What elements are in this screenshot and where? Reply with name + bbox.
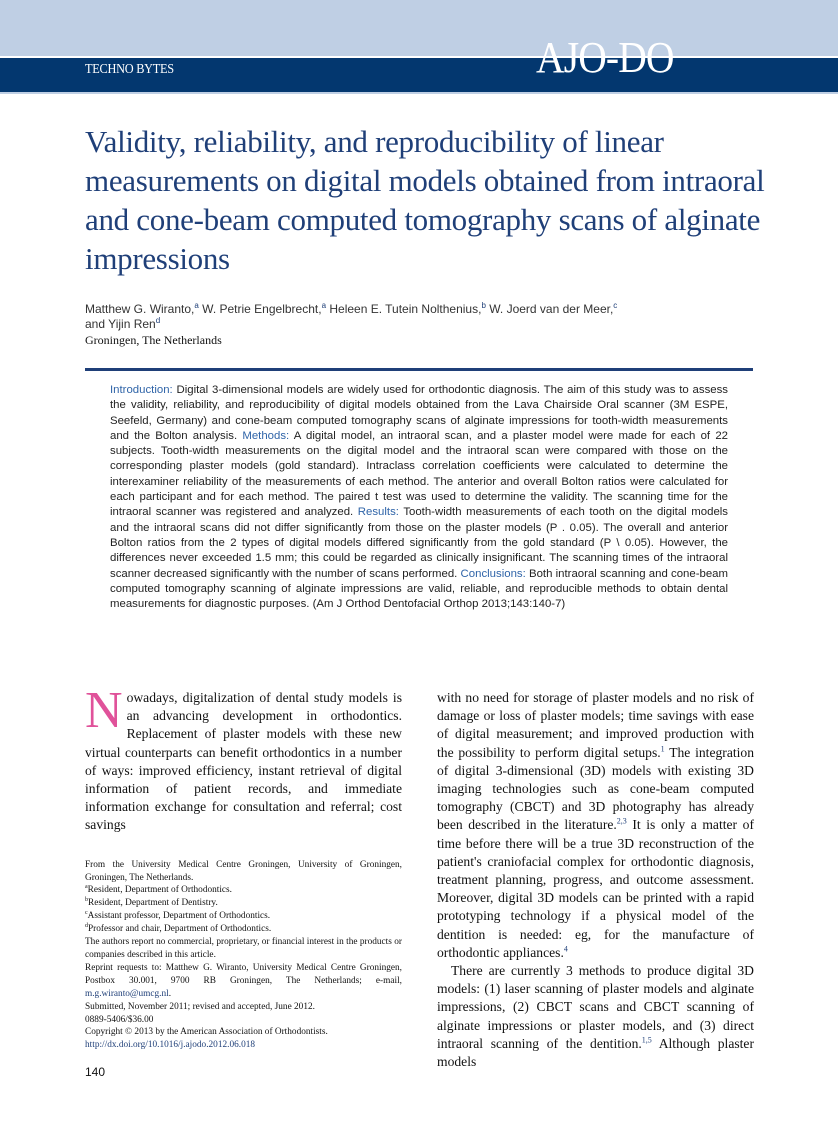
author-name: Heleen E. Tutein Nolthenius, xyxy=(326,302,482,316)
footnote-text: Submitted, November 2011; revised and ac… xyxy=(85,1001,315,1012)
footnote-text: Resident, Department of Orthodontics. xyxy=(87,885,233,896)
header-band xyxy=(0,58,838,94)
footnote: aResident, Department of Orthodontics. xyxy=(85,884,402,897)
footnote: From the University Medical Centre Groni… xyxy=(85,859,402,885)
footnote-text: The authors report no commercial, propri… xyxy=(85,937,402,960)
footnote-text: From the University Medical Centre Groni… xyxy=(85,859,402,883)
paragraph: with no need for storage of plaster mode… xyxy=(437,689,754,962)
footnote: The authors report no commercial, propri… xyxy=(85,936,402,962)
footnote-link[interactable]: http://dx.doi.org/10.1016/j.ajodo.2012.0… xyxy=(85,1040,256,1051)
page-number: 140 xyxy=(85,1065,106,1080)
footnote-text: Reprint requests to: Matthew G. Wiranto,… xyxy=(85,962,402,986)
footnote-text: . xyxy=(168,988,172,999)
footnote: cAssistant professor, Department of Orth… xyxy=(85,910,402,923)
footnote-text: Professor and chair, Department of Ortho… xyxy=(88,924,272,935)
author-name: Matthew G. Wiranto, xyxy=(85,302,195,316)
footnote-mark: a xyxy=(85,884,88,891)
footnote: Reprint requests to: Matthew G. Wiranto,… xyxy=(85,962,402,1001)
body-text: owadays, digitalization of dental study … xyxy=(85,690,402,833)
footnote: dProfessor and chair, Department of Orth… xyxy=(85,923,402,936)
abstract-heading: Introduction: xyxy=(110,384,177,396)
footnote: Submitted, November 2011; revised and ac… xyxy=(85,1001,402,1014)
body-text: It is only a matter of time before there… xyxy=(437,817,754,960)
footnotes: From the University Medical Centre Groni… xyxy=(85,859,402,1053)
drop-cap: N xyxy=(85,682,123,739)
author-name: W. Joerd van der Meer, xyxy=(485,302,614,316)
author-affiliation-mark: a xyxy=(194,301,199,310)
body-column-right: with no need for storage of plaster mode… xyxy=(437,689,754,1071)
author-affiliation-mark: b xyxy=(481,301,486,310)
citation-superscript: 2,3 xyxy=(616,816,627,826)
author-affiliation-mark: a xyxy=(321,301,327,310)
footnote: bResident, Department of Dentistry. xyxy=(85,897,402,910)
author-affiliation-mark: c xyxy=(613,301,618,310)
body-text: with no need for storage of plaster mode… xyxy=(437,690,754,760)
abstract-heading: Methods: xyxy=(242,429,294,442)
abstract-heading: Conclusions: xyxy=(460,567,529,580)
footnote-text: 0889-5406/$36.00 xyxy=(85,1014,154,1025)
footnote-text: Resident, Department of Dentistry. xyxy=(88,898,218,909)
author-location: Groningen, The Netherlands xyxy=(85,333,222,347)
section-label: TECHNO BYTES xyxy=(85,62,174,77)
author-name: W. Petrie Engelbrecht, xyxy=(198,302,322,316)
divider xyxy=(85,368,753,371)
footnote: http://dx.doi.org/10.1016/j.ajodo.2012.0… xyxy=(85,1039,402,1052)
author-list: Matthew G. Wiranto,a W. Petrie Engelbrec… xyxy=(85,302,753,332)
abstract-text: Both intraoral scanning and cone-beam co… xyxy=(110,567,728,611)
body-text: The integration of digital 3-dimensional… xyxy=(437,744,754,833)
header-top-band xyxy=(0,0,838,56)
abstract: Introduction: Digital 3-dimensional mode… xyxy=(110,383,728,612)
citation-superscript: 1,5 xyxy=(641,1035,652,1045)
footnote: 0889-5406/$36.00 xyxy=(85,1014,402,1027)
author-name: and Yijin Ren xyxy=(85,317,156,331)
journal-logo: AJO-DO xyxy=(536,33,675,82)
body-text: There are currently 3 methods to produce… xyxy=(437,963,754,1051)
article-title: Validity, reliability, and reproducibili… xyxy=(85,124,765,276)
paragraph: There are currently 3 methods to produce… xyxy=(437,962,754,1071)
footnote-mark: b xyxy=(85,897,88,904)
footnote: Copyright © 2013 by the American Associa… xyxy=(85,1026,402,1039)
article-header: Validity, reliability, and reproducibili… xyxy=(85,122,765,612)
abstract-text: A digital model, an intraoral scan, and … xyxy=(110,429,728,519)
body-text: Although plaster models xyxy=(437,1035,754,1070)
footnote-link[interactable]: m.g.wiranto@umcg.nl xyxy=(85,988,169,999)
citation-superscript: 1 xyxy=(660,744,665,754)
footnote-mark: d xyxy=(85,923,88,930)
abstract-text: Digital 3-dimensional models are widely … xyxy=(110,384,728,442)
abstract-heading: Results: xyxy=(357,506,404,519)
footnote-mark: c xyxy=(85,910,88,917)
footnote-text: Copyright © 2013 by the American Associa… xyxy=(85,1027,328,1038)
abstract-text: Tooth-width measurements of each tooth o… xyxy=(110,506,728,580)
citation-superscript: 4 xyxy=(563,944,568,954)
author-affiliation-mark: d xyxy=(155,316,161,325)
footnote-text: Assistant professor, Department of Ortho… xyxy=(87,911,271,922)
